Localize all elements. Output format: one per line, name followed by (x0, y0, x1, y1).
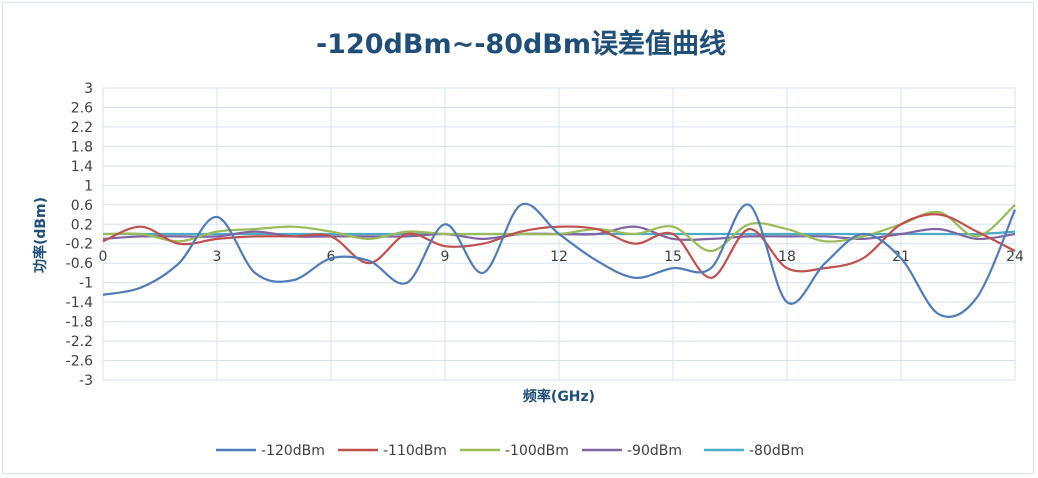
legend-label: -100dBm (505, 443, 569, 459)
line-chart: -120dBm~-80dBm误差值曲线 频率(GHz) 功率(dBm) 3 2.6… (32, 28, 1024, 459)
y-tick-label: 0.2 (71, 217, 93, 233)
x-tick-label: 3 (213, 249, 222, 265)
chart-title: -120dBm~-80dBm误差值曲线 (316, 28, 726, 60)
y-tick-label: -3 (79, 373, 93, 389)
y-tick-label: -2.2 (66, 334, 93, 350)
y-tick-label: -1.4 (66, 295, 93, 311)
y-tick-label: -2.6 (66, 354, 93, 370)
y-tick-label: 1.8 (71, 139, 93, 155)
y-tick-label: -1.8 (66, 315, 93, 331)
y-tick-label: 2.6 (71, 100, 93, 116)
y-tick-label: -1 (79, 276, 93, 292)
y-tick-label: 1.4 (71, 159, 93, 175)
y-tick-label: -0.2 (66, 237, 93, 253)
legend-label: -80dBm (749, 443, 804, 459)
y-tick-label: 1 (84, 178, 93, 194)
legend-label: -90dBm (627, 443, 682, 459)
series-line (102, 202, 1017, 318)
x-tick-label: 24 (1006, 249, 1024, 265)
x-tick-label: 12 (550, 249, 568, 265)
series-lines (102, 202, 1017, 318)
x-tick-label: 0 (99, 249, 108, 265)
x-tick-label: 6 (327, 249, 336, 265)
legend-label: -120dBm (261, 443, 325, 459)
y-axis-label: 功率(dBm) (32, 197, 49, 273)
x-tick-label: 15 (664, 249, 682, 265)
y-tick-label: 3 (84, 81, 93, 97)
series-line (102, 213, 1016, 279)
legend: -120dBm -110dBm -100dBm -90dBm -80dBm (216, 443, 804, 459)
y-tick-label: 0.6 (71, 198, 93, 214)
x-tick-label: 9 (441, 249, 450, 265)
y-tick-label: -0.6 (66, 256, 93, 272)
x-axis-label: 频率(GHz) (523, 388, 595, 405)
x-tick-label: 18 (778, 249, 796, 265)
y-tick-label: 2.2 (71, 120, 93, 136)
legend-label: -110dBm (383, 443, 447, 459)
